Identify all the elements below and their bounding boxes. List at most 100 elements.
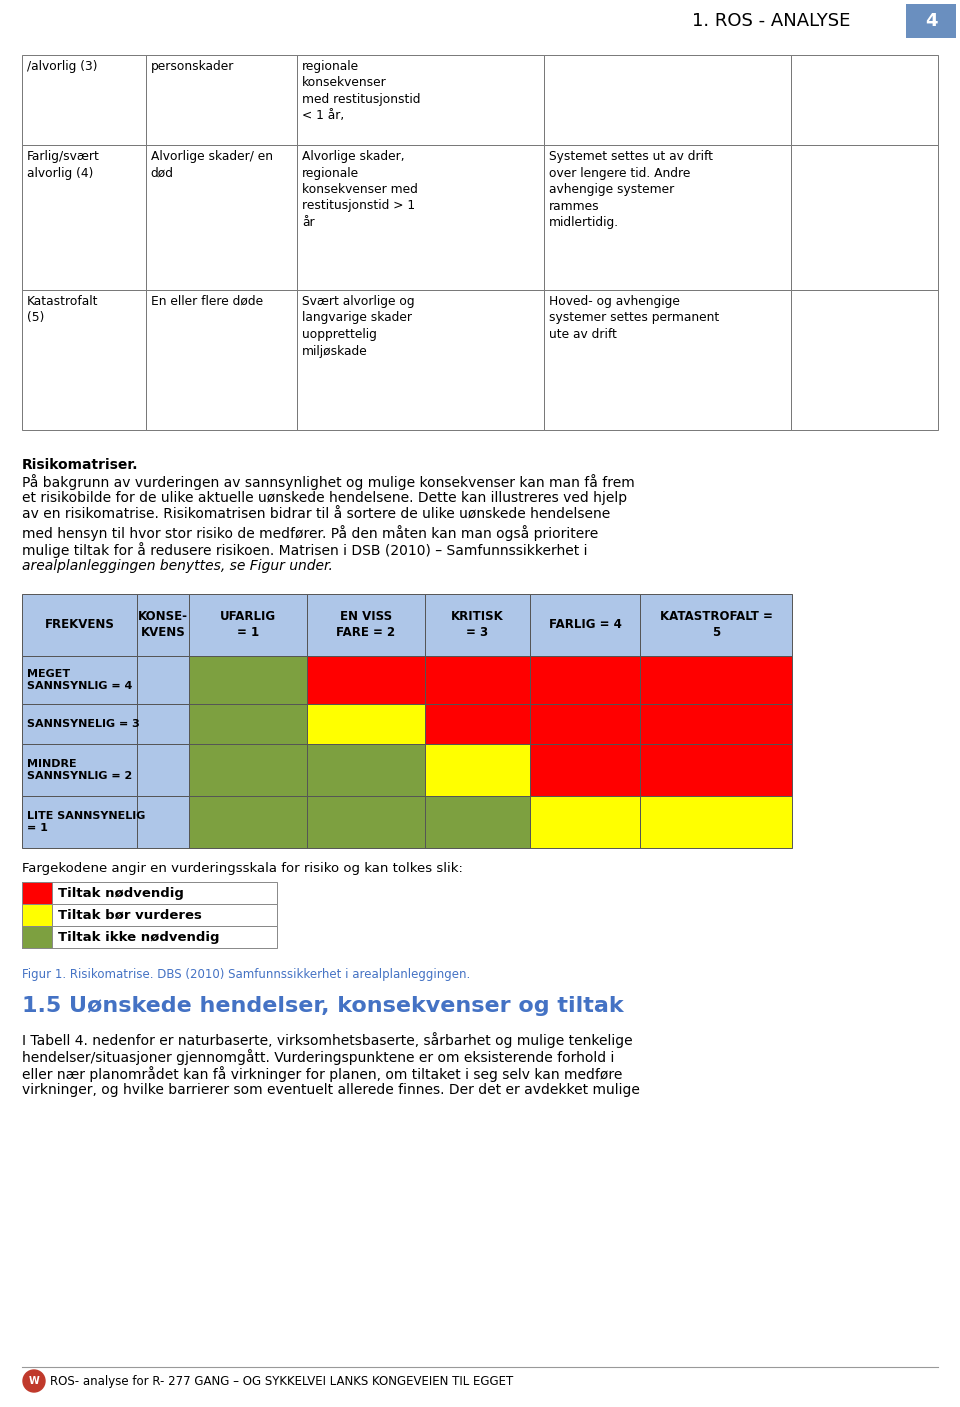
Bar xyxy=(544,145,791,290)
Bar xyxy=(146,290,297,431)
Text: Tiltak nødvendig: Tiltak nødvendig xyxy=(58,886,184,899)
Text: /alvorlig (3): /alvorlig (3) xyxy=(27,61,98,73)
Bar xyxy=(791,145,938,290)
Text: 1. ROS - ANALYSE: 1. ROS - ANALYSE xyxy=(691,13,850,30)
Text: 1.5 Uønskede hendelser, konsekvenser og tiltak: 1.5 Uønskede hendelser, konsekvenser og … xyxy=(22,996,624,1016)
Text: EN VISS
FARE = 2: EN VISS FARE = 2 xyxy=(336,611,396,640)
Bar xyxy=(22,905,52,926)
Bar xyxy=(22,145,146,290)
Text: med hensyn til hvor stor risiko de medfører. På den måten kan man også prioriter: med hensyn til hvor stor risiko de medfø… xyxy=(22,525,598,540)
Text: Figur 1. Risikomatrise. DBS (2010) Samfunnssikkerhet i arealplanleggingen.: Figur 1. Risikomatrise. DBS (2010) Samfu… xyxy=(22,968,470,981)
Text: Hoved- og avhengige
systemer settes permanent
ute av drift: Hoved- og avhengige systemer settes perm… xyxy=(549,295,719,340)
Text: arealplanleggingen benyttes, se Figur under.: arealplanleggingen benyttes, se Figur un… xyxy=(22,559,333,573)
Text: Fargekodene angir en vurderingsskala for risiko og kan tolkes slik:: Fargekodene angir en vurderingsskala for… xyxy=(22,862,463,875)
Bar xyxy=(22,926,52,948)
Bar xyxy=(640,594,792,656)
Text: Alvorlige skader/ en
død: Alvorlige skader/ en død xyxy=(151,151,273,180)
Text: 4: 4 xyxy=(924,13,937,30)
Text: Farlig/svært
alvorlig (4): Farlig/svært alvorlig (4) xyxy=(27,151,100,180)
Bar xyxy=(22,882,277,905)
Text: eller nær planområdet kan få virkninger for planen, om tiltaket i seg selv kan m: eller nær planområdet kan få virkninger … xyxy=(22,1067,622,1082)
Circle shape xyxy=(23,1370,45,1392)
Bar xyxy=(189,594,307,656)
Bar xyxy=(137,744,189,796)
Bar xyxy=(22,926,277,948)
Bar xyxy=(640,796,792,848)
Text: virkninger, og hvilke barrierer som eventuelt allerede finnes. Der det er avdekk: virkninger, og hvilke barrierer som even… xyxy=(22,1083,640,1097)
Bar xyxy=(791,55,938,145)
Text: FREKVENS: FREKVENS xyxy=(44,619,114,632)
Text: UFARLIG
= 1: UFARLIG = 1 xyxy=(220,611,276,640)
Text: Svært alvorlige og
langvarige skader
uopprettelig
miljøskade: Svært alvorlige og langvarige skader uop… xyxy=(301,295,415,357)
Bar xyxy=(906,4,956,38)
Bar xyxy=(425,594,530,656)
Bar xyxy=(137,656,189,704)
Bar xyxy=(544,290,791,431)
Bar xyxy=(189,656,307,704)
Text: W: W xyxy=(29,1376,39,1386)
Bar xyxy=(22,290,146,431)
Bar xyxy=(640,656,792,704)
Bar xyxy=(425,796,530,848)
Bar xyxy=(530,796,640,848)
Bar xyxy=(640,704,792,744)
Bar xyxy=(307,594,425,656)
Bar xyxy=(425,744,530,796)
Bar xyxy=(530,594,640,656)
Bar xyxy=(22,656,137,704)
Text: mulige tiltak for å redusere risikoen. Matrisen i DSB (2010) – Samfunnssikkerhet: mulige tiltak for å redusere risikoen. M… xyxy=(22,542,588,559)
Bar xyxy=(146,145,297,290)
Text: av en risikomatrise. Risikomatrisen bidrar til å sortere de ulike uønskede hende: av en risikomatrise. Risikomatrisen bidr… xyxy=(22,508,611,522)
Text: ROS- analyse for R- 277 GANG – OG SYKKELVEI LANKS KONGEVEIEN TIL EGGET: ROS- analyse for R- 277 GANG – OG SYKKEL… xyxy=(50,1375,514,1387)
Bar xyxy=(22,744,137,796)
Text: Alvorlige skader,
regionale
konsekvenser med
restitusjonstid > 1
år: Alvorlige skader, regionale konsekvenser… xyxy=(301,151,418,229)
Bar xyxy=(22,882,52,905)
Text: Systemet settes ut av drift
over lengere tid. Andre
avhengige systemer
rammes
mi: Systemet settes ut av drift over lengere… xyxy=(549,151,713,229)
Text: regionale
konsekvenser
med restitusjonstid
< 1 år,: regionale konsekvenser med restitusjonst… xyxy=(301,61,420,122)
Bar xyxy=(22,905,277,926)
Bar xyxy=(640,744,792,796)
Bar xyxy=(307,796,425,848)
Bar xyxy=(307,704,425,744)
Text: Tiltak bør vurderes: Tiltak bør vurderes xyxy=(58,909,202,922)
Text: et risikobilde for de ulike aktuelle uønskede hendelsene. Dette kan illustreres : et risikobilde for de ulike aktuelle uøn… xyxy=(22,491,627,505)
Bar xyxy=(146,55,297,145)
Bar xyxy=(297,55,544,145)
Bar xyxy=(189,796,307,848)
Bar xyxy=(307,744,425,796)
Text: hendelser/situasjoner gjennomgått. Vurderingspunktene er om eksisterende forhold: hendelser/situasjoner gjennomgått. Vurde… xyxy=(22,1050,614,1065)
Text: En eller flere døde: En eller flere døde xyxy=(151,295,263,308)
Text: KRITISK
= 3: KRITISK = 3 xyxy=(451,611,504,640)
Bar xyxy=(22,704,137,744)
Text: Katastrofalt
(5): Katastrofalt (5) xyxy=(27,295,99,325)
Bar xyxy=(425,656,530,704)
Text: KONSE-
KVENS: KONSE- KVENS xyxy=(138,611,188,640)
Bar xyxy=(297,290,544,431)
Text: LITE SANNSYNELIG
= 1: LITE SANNSYNELIG = 1 xyxy=(27,810,145,833)
Text: KATASTROFALT =
5: KATASTROFALT = 5 xyxy=(660,611,773,640)
Bar xyxy=(791,290,938,431)
Bar xyxy=(425,704,530,744)
Text: SANNSYNELIG = 3: SANNSYNELIG = 3 xyxy=(27,719,140,729)
Bar xyxy=(530,656,640,704)
Text: Risikomatriser.: Risikomatriser. xyxy=(22,459,138,471)
Bar xyxy=(22,796,137,848)
Bar xyxy=(137,704,189,744)
Bar xyxy=(137,594,189,656)
Bar xyxy=(22,594,137,656)
Bar xyxy=(189,744,307,796)
Bar xyxy=(297,145,544,290)
Bar xyxy=(530,744,640,796)
Text: MEGET
SANNSYNLIG = 4: MEGET SANNSYNLIG = 4 xyxy=(27,668,132,691)
Text: personskader: personskader xyxy=(151,61,234,73)
Bar xyxy=(544,55,791,145)
Bar xyxy=(22,55,146,145)
Bar xyxy=(137,796,189,848)
Bar xyxy=(189,704,307,744)
Text: Tiltak ikke nødvendig: Tiltak ikke nødvendig xyxy=(58,930,220,944)
Bar xyxy=(530,704,640,744)
Text: I Tabell 4. nedenfor er naturbaserte, virksomhetsbaserte, sårbarhet og mulige te: I Tabell 4. nedenfor er naturbaserte, vi… xyxy=(22,1031,633,1048)
Text: FARLIG = 4: FARLIG = 4 xyxy=(548,619,621,632)
Bar xyxy=(307,656,425,704)
Text: MINDRE
SANNSYNLIG = 2: MINDRE SANNSYNLIG = 2 xyxy=(27,758,132,781)
